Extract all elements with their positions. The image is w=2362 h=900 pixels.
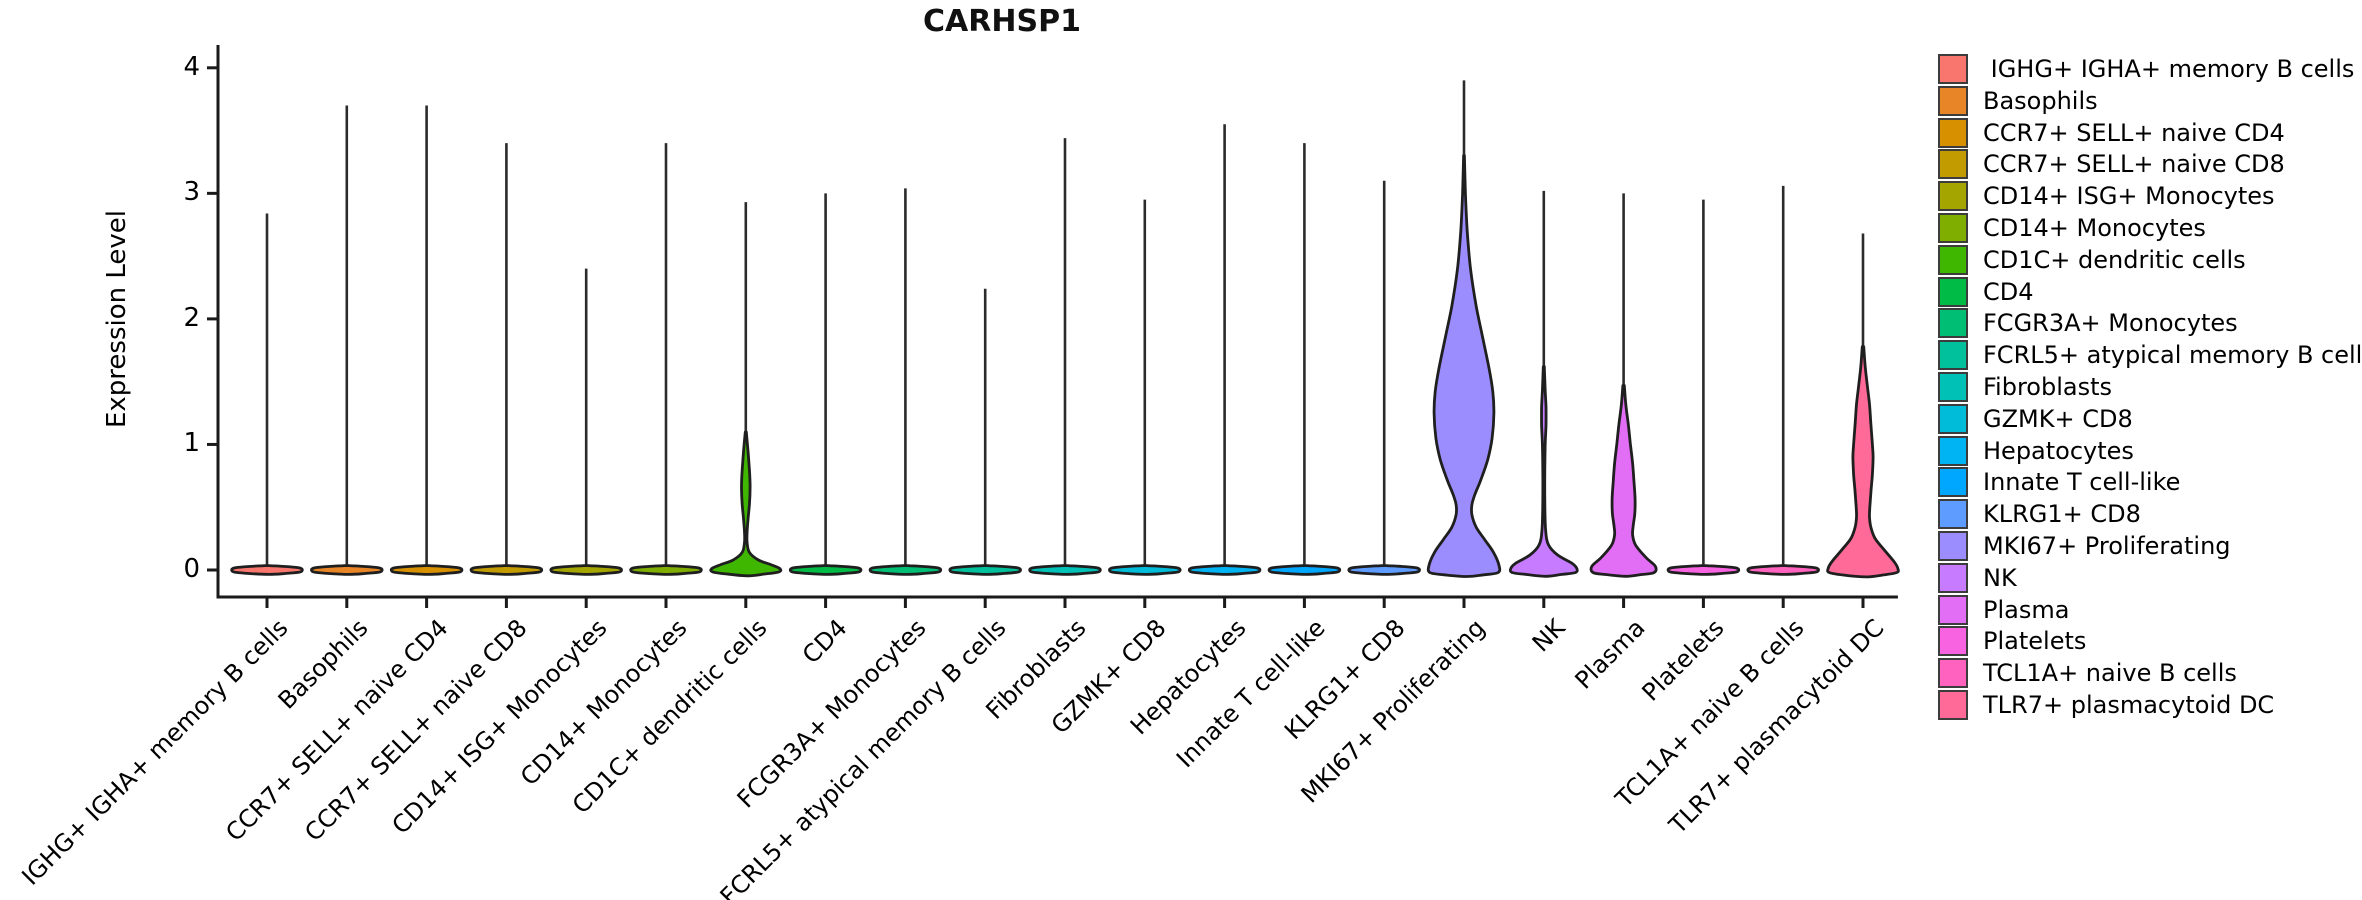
y-tick-label: 0 — [183, 554, 200, 584]
legend-label: CD4 — [1983, 277, 2034, 306]
legend-swatch — [1938, 372, 1968, 402]
legend-swatch — [1938, 308, 1968, 339]
violin-body — [1108, 564, 1182, 576]
legend-entry: Innate T cell-like — [1938, 466, 2180, 498]
legend-swatch — [1938, 531, 1968, 561]
legend-entry: Fibroblasts — [1938, 371, 2112, 403]
y-axis-title: Expression Level — [102, 209, 132, 429]
legend-label: KLRG1+ CD8 — [1983, 500, 2141, 529]
violin-body — [948, 564, 1022, 576]
legend-swatch — [1938, 181, 1968, 212]
violin-body — [230, 564, 304, 576]
legend-label: CCR7+ SELL+ naive CD4 — [1983, 118, 2285, 147]
legend-label: Plasma — [1983, 595, 2070, 624]
violin-body — [1508, 365, 1579, 578]
legend-swatch — [1938, 403, 1968, 434]
legend-entry: Hepatocytes — [1938, 435, 2134, 467]
legend-label: TLR7+ plasmacytoid DC — [1983, 691, 2275, 719]
violin-body — [1347, 564, 1421, 576]
violin-body — [1746, 564, 1820, 576]
violin-body — [788, 564, 863, 576]
legend-swatch — [1938, 54, 1968, 84]
legend-swatch — [1938, 244, 1968, 275]
violin-body — [549, 564, 623, 576]
legend-label: CD14+ Monocytes — [1983, 214, 2206, 242]
legend-entry: CD1C+ dendritic cells — [1938, 244, 2246, 276]
legend-swatch — [1938, 85, 1968, 116]
legend-label: TCL1A+ naive B cells — [1983, 659, 2237, 688]
legend-entry: IGHG+ IGHA+ memory B cells — [1938, 53, 2354, 85]
legend-label: Platelets — [1983, 627, 2087, 656]
legend-entry: CD4 — [1938, 276, 2034, 308]
legend-entry: GZMK+ CD8 — [1938, 403, 2133, 435]
legend-entry: KLRG1+ CD8 — [1938, 498, 2141, 530]
legend-entry: CCR7+ SELL+ naive CD4 — [1938, 117, 2285, 149]
legend-entry: Basophils — [1938, 85, 2098, 117]
legend-label: IGHG+ IGHA+ memory B cells — [1983, 55, 2355, 83]
legend-entry: TLR7+ plasmacytoid DC — [1938, 689, 2274, 721]
violin-body — [868, 564, 943, 576]
legend-swatch — [1938, 499, 1968, 530]
y-tick-label: 1 — [183, 428, 200, 459]
violin-body — [389, 564, 464, 576]
violin-body — [709, 430, 783, 578]
legend-label: CCR7+ SELL+ naive CD8 — [1983, 150, 2285, 179]
legend-swatch — [1938, 213, 1968, 243]
legend-entry: CD14+ ISG+ Monocytes — [1938, 180, 2275, 212]
legend-entry: CD14+ Monocytes — [1938, 212, 2206, 244]
legend-label: CD14+ ISG+ Monocytes — [1983, 182, 2275, 211]
legend-swatch — [1938, 690, 1968, 720]
legend-swatch — [1938, 594, 1968, 625]
violin-body — [469, 564, 544, 576]
violin-body — [1028, 564, 1102, 576]
legend-entry: CCR7+ SELL+ naive CD8 — [1938, 148, 2285, 180]
legend-label: Fibroblasts — [1983, 373, 2113, 401]
violin-body — [1666, 564, 1741, 576]
legend-entry: FCGR3A+ Monocytes — [1938, 307, 2238, 339]
legend-entry: FCRL5+ atypical memory B cells — [1938, 339, 2362, 371]
violin-body — [1267, 564, 1342, 576]
legend-swatch — [1938, 658, 1968, 689]
legend-label: NK — [1983, 563, 2017, 592]
legend-swatch — [1938, 467, 1968, 498]
legend-label: Innate T cell-like — [1983, 468, 2181, 497]
violin-body — [1826, 345, 1900, 579]
legend-entry: Plasma — [1938, 594, 2069, 626]
legend-swatch — [1938, 340, 1968, 371]
chart-title: CARHSP1 — [923, 4, 1081, 39]
violin-body — [629, 564, 703, 576]
y-tick-label: 4 — [183, 51, 200, 82]
legend-entry: NK — [1938, 562, 2017, 594]
legend-swatch — [1938, 149, 1968, 180]
legend-swatch — [1938, 435, 1968, 466]
y-tick-label: 3 — [183, 177, 200, 208]
violin-body — [1426, 154, 1502, 578]
legend-swatch — [1938, 626, 1968, 657]
legend-swatch — [1938, 117, 1968, 148]
legend-label: CD1C+ dendritic cells — [1983, 245, 2246, 274]
legend-swatch — [1938, 562, 1968, 593]
legend-label: MKI67+ Proliferating — [1983, 532, 2231, 560]
legend-entry: MKI67+ Proliferating — [1938, 530, 2231, 562]
y-tick-label: 2 — [183, 302, 200, 333]
violin-body — [1589, 384, 1658, 578]
violin-body — [310, 564, 384, 576]
legend-label: Basophils — [1983, 86, 2098, 115]
legend-label: FCGR3A+ Monocytes — [1983, 309, 2238, 338]
legend-entry: Platelets — [1938, 625, 2086, 657]
legend-swatch — [1938, 276, 1968, 307]
legend-label: FCRL5+ atypical memory B cells — [1983, 341, 2362, 370]
legend-entry: TCL1A+ naive B cells — [1938, 657, 2237, 689]
violin-body — [1187, 564, 1262, 576]
legend-label: GZMK+ CD8 — [1983, 404, 2133, 433]
legend-label: Hepatocytes — [1983, 436, 2134, 465]
